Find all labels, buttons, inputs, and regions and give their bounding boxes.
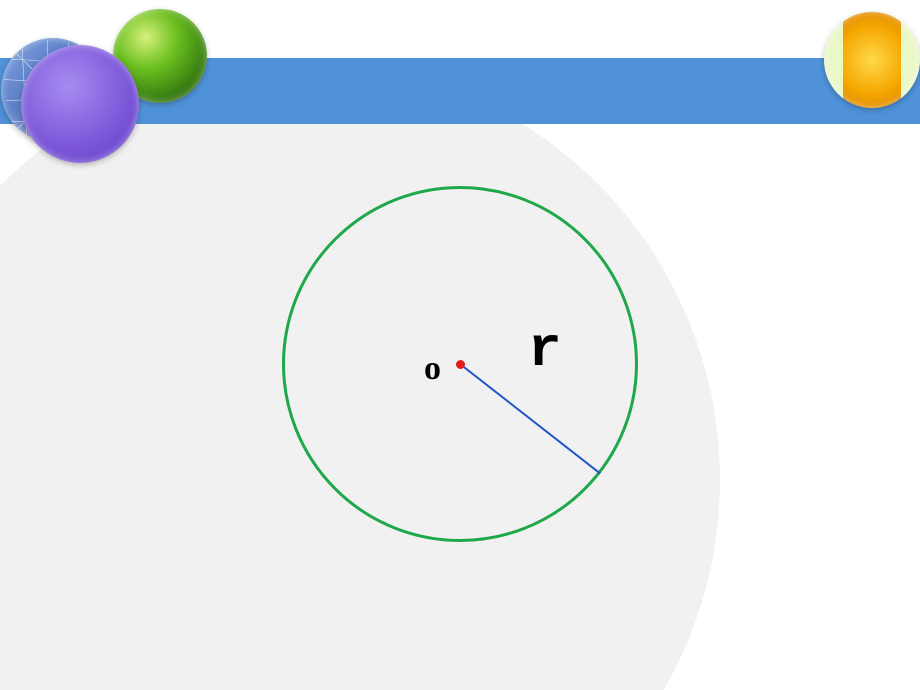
slide-stage: o r xyxy=(0,0,920,690)
radius-label: r xyxy=(528,322,562,378)
purple-circle-decoration xyxy=(21,45,139,163)
center-label: o xyxy=(424,352,441,386)
yellow-tulip-decoration xyxy=(824,12,920,108)
diagram-center-dot xyxy=(456,360,465,369)
